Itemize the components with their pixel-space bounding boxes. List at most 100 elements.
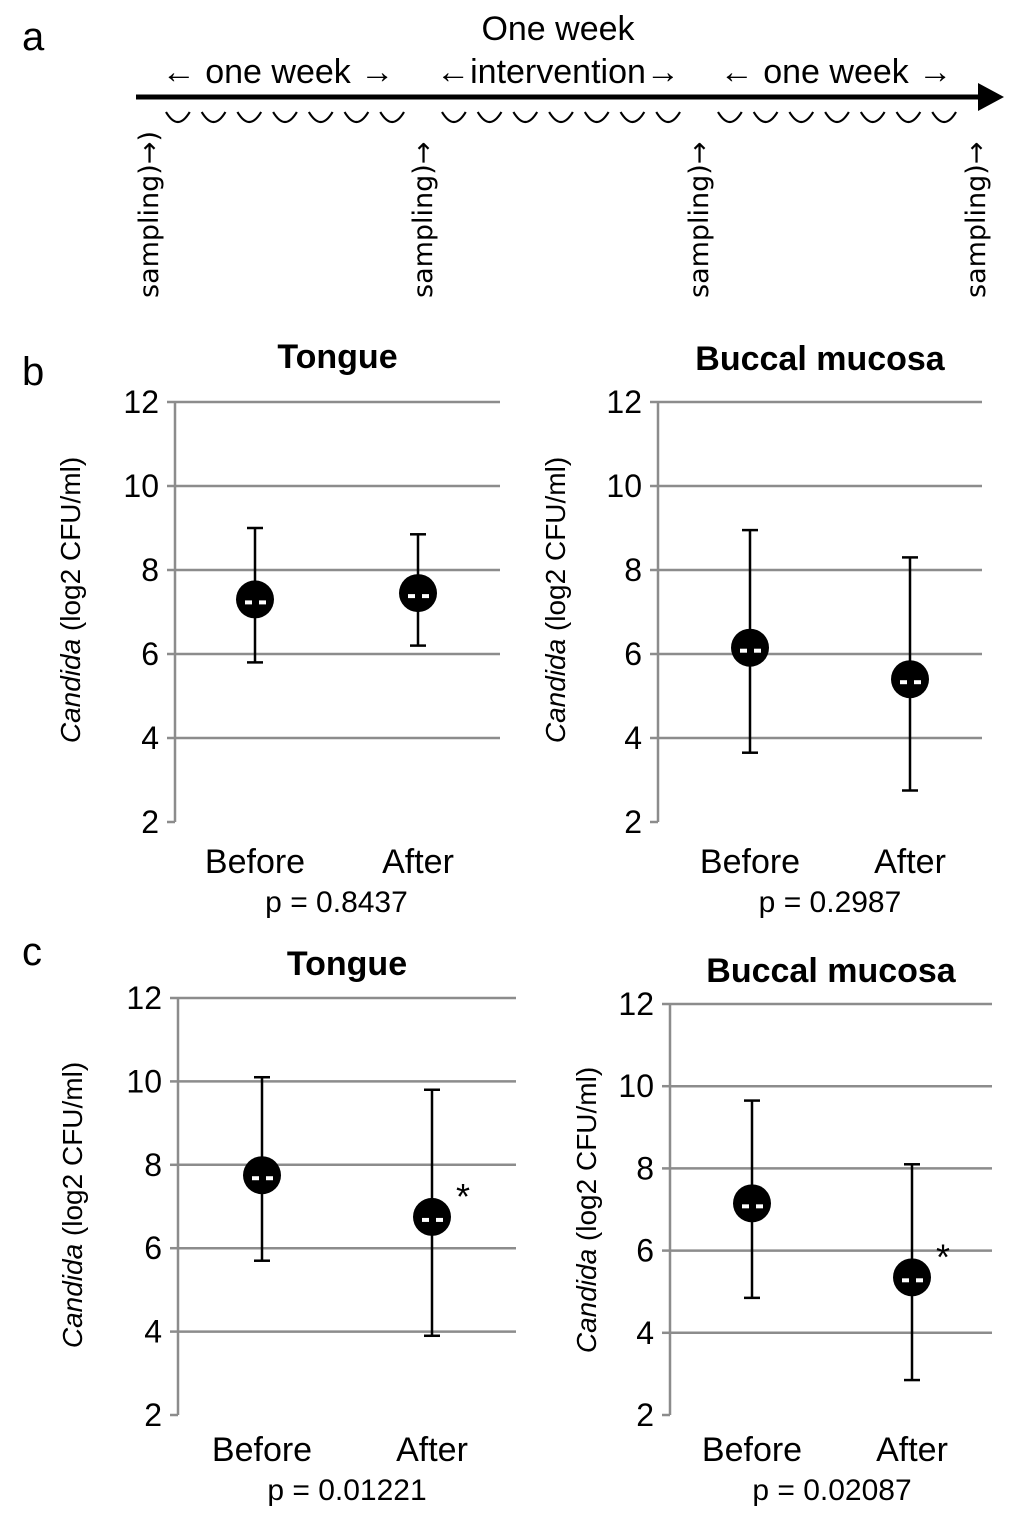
- data-point-highlight: [914, 680, 921, 685]
- timeline-day-arc: [619, 111, 646, 124]
- chart-c-tongue: Tongue Candida (log2 CFU/ml) 2 4 6 8 10 12 Befor…: [57, 945, 516, 1507]
- data-point: [731, 628, 769, 667]
- p-value: p = 0.02087: [752, 1474, 911, 1507]
- data-point-highlight: [900, 680, 907, 685]
- significance-star: *: [936, 1236, 950, 1277]
- chart-b-buccal-mucosa: Buccal mucosa Candida (log2 CFU/ml) 2 4 6 8 10…: [540, 340, 982, 919]
- timeline-day-arc: [476, 111, 503, 124]
- y-tick-label: 10: [618, 1068, 654, 1104]
- data-point: [413, 1197, 451, 1236]
- y-axis-label: Candida (log2 CFU/ml): [540, 457, 571, 743]
- svg-text:sampling)→: sampling)→: [961, 142, 992, 298]
- data-point-highlight: [754, 648, 761, 653]
- x-category-label: After: [396, 1431, 468, 1469]
- y-tick-label: 10: [126, 1063, 162, 1099]
- timeline-day-arc: [824, 111, 850, 124]
- svg-text:sampling)→): sampling)→): [134, 131, 165, 298]
- data-point-highlight: [245, 600, 252, 605]
- timeline-day-arc: [655, 111, 681, 124]
- sampling-label-4: sampling)→: [961, 142, 992, 298]
- y-axis-label: Candida (log2 CFU/ml): [57, 1062, 88, 1348]
- panel-letter-c: c: [22, 930, 42, 974]
- y-tick-label: 10: [123, 468, 159, 504]
- y-tick-label: 8: [636, 1150, 654, 1186]
- data-point-highlight: [436, 1217, 443, 1222]
- timeline-arrowhead: [978, 83, 1004, 111]
- data-point-highlight: [902, 1278, 909, 1283]
- chart-c-buccal-mucosa: Buccal mucosa Candida (log2 CFU/ml) 2 4 6 8 10…: [571, 952, 992, 1507]
- timeline-top-label: One week: [481, 10, 635, 48]
- sampling-label-2: sampling)→: [408, 142, 439, 298]
- timeline-day-arc: [717, 111, 743, 124]
- p-value: p = 0.8437: [265, 886, 408, 919]
- x-category-label: After: [874, 843, 946, 881]
- timeline-day-arc: [200, 111, 227, 124]
- timeline-day-arc: [165, 111, 191, 124]
- x-category-label: After: [382, 843, 454, 881]
- y-tick-label: 8: [624, 552, 642, 588]
- timeline-day-arc: [379, 111, 405, 124]
- significance-star: *: [456, 1176, 470, 1217]
- p-value: p = 0.01221: [267, 1474, 426, 1507]
- x-category-label: After: [876, 1431, 948, 1469]
- data-point: [733, 1184, 771, 1223]
- svg-text:sampling)→: sampling)→: [408, 142, 439, 298]
- timeline-day-arc: [752, 111, 779, 124]
- data-point: [891, 660, 929, 699]
- panel-letter-b: b: [22, 350, 44, 394]
- y-tick-label: 6: [624, 636, 642, 672]
- x-category-label: Before: [700, 843, 800, 881]
- timeline-segment-2: ←intervention→: [436, 53, 680, 91]
- y-axis-label: Candida (log2 CFU/ml): [55, 457, 86, 743]
- y-tick-label: 8: [141, 552, 159, 588]
- x-category-label: Before: [702, 1431, 802, 1469]
- timeline-panel: a One week ← one week → ←intervention→ ←…: [22, 10, 1004, 298]
- timeline-day-arc: [307, 111, 334, 124]
- y-tick-label: 12: [606, 384, 642, 420]
- timeline-day-arc: [512, 111, 539, 124]
- y-tick-label: 8: [144, 1147, 162, 1183]
- y-tick-label: 2: [624, 804, 642, 840]
- chart-title: Buccal mucosa: [706, 952, 957, 990]
- timeline-day-arc: [236, 111, 263, 124]
- y-tick-label: 10: [606, 468, 642, 504]
- timeline-day-arc: [343, 111, 370, 124]
- chart-title: Tongue: [277, 338, 397, 376]
- timeline-day-arc: [859, 111, 886, 124]
- x-category-label: Before: [212, 1431, 312, 1469]
- data-point-highlight: [756, 1204, 763, 1209]
- y-tick-label: 6: [141, 636, 159, 672]
- timeline-day-arc: [583, 111, 610, 124]
- svg-text:sampling)→: sampling)→: [684, 142, 715, 298]
- timeline-segment-1: ← one week →: [162, 53, 394, 91]
- y-tick-label: 12: [618, 986, 654, 1022]
- y-tick-label: 12: [123, 384, 159, 420]
- y-tick-label: 2: [141, 804, 159, 840]
- sampling-label-3: sampling)→: [684, 142, 715, 298]
- panel-letter-a: a: [22, 15, 45, 59]
- timeline-day-arc: [895, 111, 922, 124]
- timeline-day-arc: [788, 111, 815, 124]
- y-tick-label: 4: [144, 1314, 162, 1350]
- data-point-highlight: [740, 648, 747, 653]
- timeline-day-arc: [441, 111, 467, 124]
- x-category-label: Before: [205, 843, 305, 881]
- timeline-day-arc: [548, 111, 574, 124]
- data-point: [399, 574, 437, 613]
- data-point-highlight: [252, 1176, 259, 1181]
- chart-b-tongue: Tongue Candida (log2 CFU/ml) 2 4 6 8 10 12 Befor…: [55, 338, 500, 919]
- chart-title: Buccal mucosa: [695, 340, 946, 378]
- data-point: [236, 580, 274, 619]
- timeline-segment-3: ← one week →: [720, 53, 952, 91]
- data-point-highlight: [422, 594, 429, 599]
- data-point: [243, 1156, 281, 1195]
- data-point-highlight: [742, 1204, 749, 1209]
- y-axis-label: Candida (log2 CFU/ml): [571, 1067, 602, 1353]
- y-tick-label: 2: [636, 1397, 654, 1433]
- y-tick-label: 6: [636, 1233, 654, 1269]
- timeline-day-arcs: [165, 111, 957, 124]
- timeline-day-arc: [272, 111, 298, 124]
- y-tick-label: 6: [144, 1230, 162, 1266]
- y-tick-label: 4: [141, 720, 159, 756]
